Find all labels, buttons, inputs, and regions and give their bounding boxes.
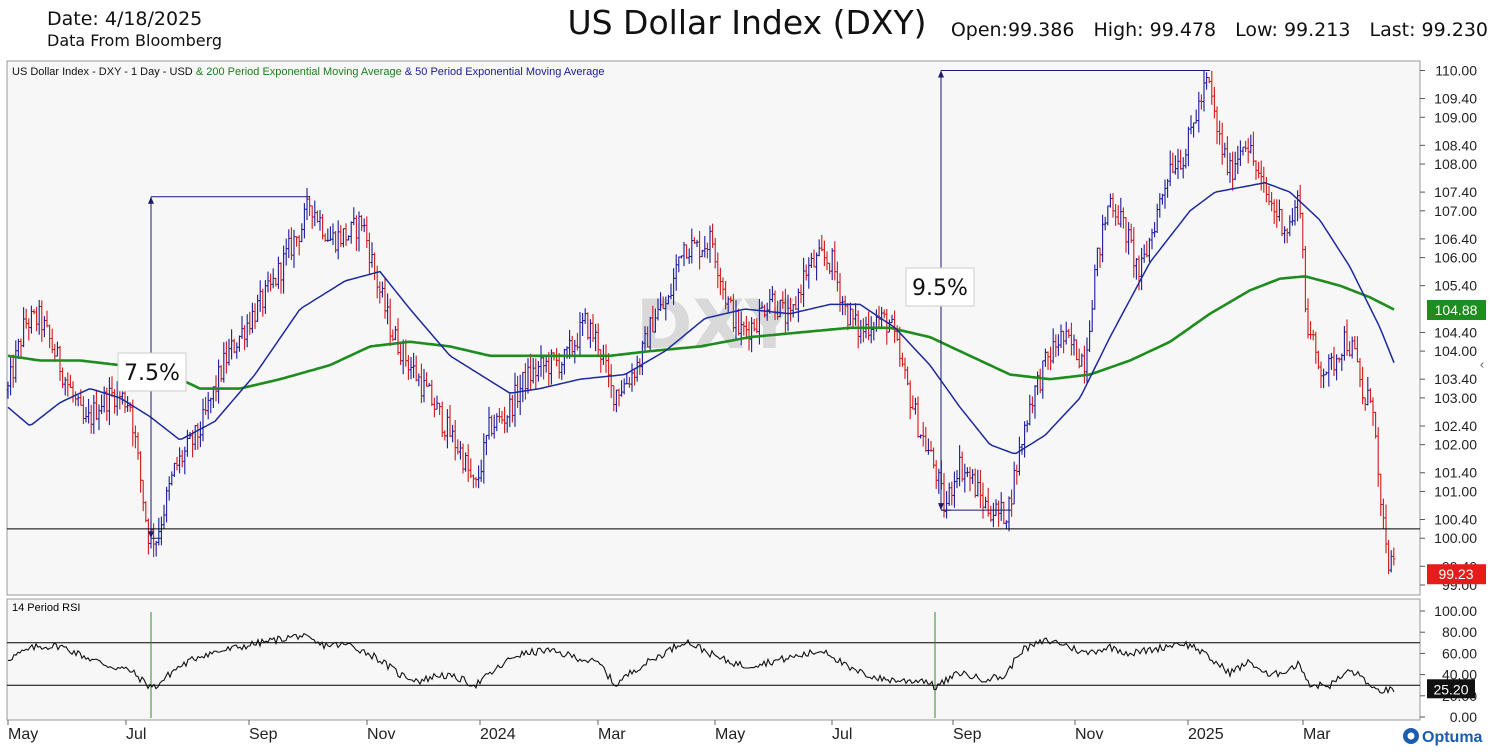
rsi-tick-label: 40.00 [1442,667,1477,683]
price-tag: 99.23 [1427,564,1486,585]
legend-ema200: & 200 Period Exponential Moving Average [196,66,402,78]
open-value: Open:99.386 [950,19,1075,41]
rsi-tick-label: 100.00 [1434,603,1477,619]
price-tick-label: 108.40 [1434,137,1477,153]
rsi-tags: 25.20 [1427,679,1475,699]
ohlc-bar [1392,547,1396,566]
price-tick-label: 107.00 [1434,203,1477,219]
rally-percent-label: 9.5% [912,276,968,301]
price-tick-label: 101.40 [1434,465,1477,481]
rsi-panel [6,598,1421,721]
rsi-line [8,632,1395,695]
price-tick-label: 102.40 [1434,418,1477,434]
x-tick-label: Mar [1303,726,1331,743]
price-tick-label: 107.40 [1434,184,1477,200]
rsi-tick-label: 60.00 [1442,645,1477,661]
price-tick-label: 106.00 [1434,250,1477,266]
price-tick-label: 100.40 [1434,512,1477,528]
price-tick-label: 110.00 [1435,63,1477,79]
price-tick-label: 108.00 [1434,156,1477,172]
price-tags: 104.88 99.23 [1427,299,1486,585]
low-value: Low: 99.213 [1235,19,1351,41]
price-tick-label: 103.40 [1434,371,1477,387]
price-tick-label: 103.00 [1434,390,1477,406]
price-tick-label: 106.40 [1434,231,1477,247]
price-tag: 104.88 [1427,299,1486,320]
rsi-reference-lines [7,612,1420,718]
collapse-chevron-icon[interactable]: ‹ [1479,358,1484,373]
legend-title: US Dollar Index - DXY - 1 Day - USD [12,66,193,78]
x-tick-label: May [8,726,38,743]
svg-text:104.88: 104.88 [1435,302,1478,318]
chart-date: Date: 4/18/2025 [47,8,203,30]
chart-title: US Dollar Index (DXY) [567,3,927,42]
price-bars [6,70,1396,575]
x-axis: May Jul Sep Nov 2024 Mar May Jul Sep Nov 2025 Mar [7,720,1331,743]
price-tick-label: 104.00 [1434,343,1477,359]
x-tick-label: Sep [953,726,982,743]
x-tick-label: Sep [249,726,278,743]
price-tick-label: 101.00 [1434,483,1477,499]
x-tick-label: May [715,726,745,743]
x-tick-label: Mar [598,726,626,743]
watermark: DXY [636,286,795,365]
last-value: Last: 99.230 [1369,19,1489,41]
ema50-line [7,182,1395,455]
rally-annotation: 7.5% [117,196,310,539]
x-tick-label: 2025 [1188,726,1224,743]
x-tick-label: Nov [1075,726,1103,743]
rsi-tag: 25.20 [1427,679,1475,699]
high-value: High: 99.478 [1093,19,1217,41]
rsi-tick-label: 0.00 [1450,709,1477,725]
svg-text:25.20: 25.20 [1433,681,1468,697]
price-tick-label: 104.40 [1434,324,1477,340]
ohlc-stats: Open:99.386 High: 99.478 Low: 99.213 Las… [938,19,1488,41]
data-source: Data From Bloomberg [47,31,223,50]
x-tick-label: Nov [367,726,395,743]
rally-annotation: 9.5% [905,70,1210,511]
move-annotations: 7.5% 9.5% [117,70,1210,539]
rsi-title: 14 Period RSI [12,602,80,614]
x-tick-label: Jul [126,726,146,743]
price-tick-label: 105.40 [1434,278,1477,294]
header-info: Date: 4/18/2025 Data From Bloomberg [47,8,222,50]
ema200-line [7,275,1395,390]
x-tick-label: 2024 [480,726,516,743]
price-tick-label: 100.00 [1434,530,1477,546]
legend-ema50: & 50 Period Exponential Moving Average [405,66,605,78]
optuma-logo-text: Optuma [1422,729,1483,746]
price-axis: 99.0099.40100.00100.40101.00101.40102.00… [1420,63,1477,593]
dxy-chart[interactable]: DXY 7.5% 9.5% US Dollar Index - DXY - 1 D… [0,58,1494,754]
price-tick-label: 109.00 [1434,109,1477,125]
price-tick-label: 109.40 [1434,91,1477,107]
optuma-logo: Optuma [1403,728,1483,746]
rally-percent-label: 7.5% [124,361,180,386]
svg-text:99.23: 99.23 [1438,566,1473,582]
x-tick-label: Jul [832,726,852,743]
price-tick-label: 102.00 [1434,437,1477,453]
rsi-tick-label: 80.00 [1442,624,1477,640]
chart-legend: US Dollar Index - DXY - 1 Day - USD & 20… [12,66,605,78]
